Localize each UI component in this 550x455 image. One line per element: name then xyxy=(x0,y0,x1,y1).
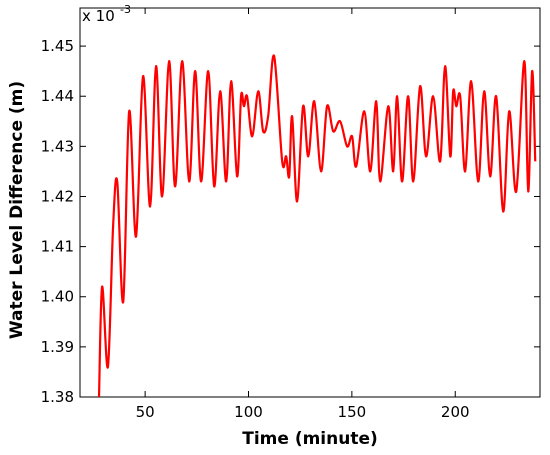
y-tick-label: 1.44 xyxy=(41,87,74,105)
y-tick-label: 1.41 xyxy=(41,238,74,256)
x-tick-label: 200 xyxy=(441,403,470,421)
y-tick-label: 1.42 xyxy=(41,187,74,205)
plot-frame xyxy=(79,7,541,398)
y-axis-label: Water Level Difference (m) xyxy=(7,81,27,339)
y-exponent: -3 xyxy=(120,3,131,16)
y-multiplier: x 10 xyxy=(82,7,115,25)
y-tick-label: 1.39 xyxy=(41,338,74,356)
y-tick-label: 1.43 xyxy=(41,137,74,155)
y-tick-label: 1.40 xyxy=(41,288,74,306)
x-axis-label: Time (minute) xyxy=(242,429,378,449)
y-tick-label: 1.38 xyxy=(41,388,74,406)
y-tick-label: 1.45 xyxy=(41,37,74,55)
x-tick-label: 150 xyxy=(338,403,367,421)
x-tick-label: 100 xyxy=(234,403,263,421)
data-line xyxy=(97,54,537,397)
x-tick-label: 50 xyxy=(136,403,155,421)
